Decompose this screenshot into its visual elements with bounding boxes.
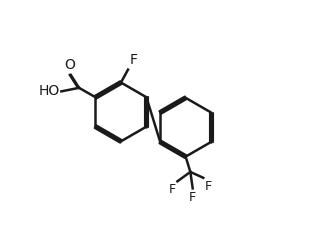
Text: O: O (64, 58, 75, 72)
Text: F: F (129, 53, 137, 67)
Text: F: F (189, 191, 196, 204)
Text: HO: HO (39, 84, 60, 98)
Text: F: F (169, 183, 176, 196)
Text: F: F (205, 180, 212, 193)
